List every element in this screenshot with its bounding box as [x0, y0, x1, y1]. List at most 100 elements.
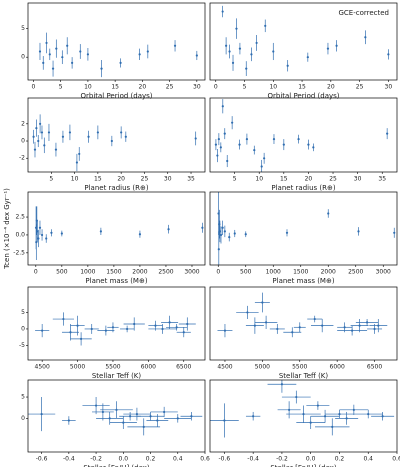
x-tick-label: 20	[327, 84, 335, 91]
point	[276, 327, 279, 331]
x-tick-label: 35	[378, 176, 386, 183]
point	[122, 421, 125, 424]
point	[182, 331, 185, 334]
x-tick-label: -0.2	[276, 456, 288, 463]
x-tick-label: 10	[269, 84, 277, 91]
point	[309, 421, 312, 424]
y-tick-label: -5	[19, 342, 25, 349]
x-tick-label: 30	[193, 84, 201, 91]
point	[223, 419, 226, 422]
point	[94, 404, 98, 407]
x-tick-label: 20	[117, 176, 125, 183]
point	[297, 138, 300, 141]
y-tick-label: 5	[21, 25, 25, 32]
y-tick-label: 0	[21, 54, 25, 61]
x-tick-label: 5000	[255, 364, 270, 371]
point	[351, 329, 354, 332]
y-tick-label: 0	[21, 325, 25, 332]
point	[298, 326, 301, 329]
point	[223, 230, 226, 233]
x-tick-label: 10	[71, 176, 79, 183]
point	[168, 321, 171, 324]
y-tick-label: 2.5	[15, 214, 25, 221]
point	[37, 237, 40, 240]
x-tick-label: -0.6	[219, 456, 231, 463]
point	[40, 412, 43, 416]
point	[217, 248, 220, 251]
x-tick-label: -0.6	[36, 456, 48, 463]
point	[238, 47, 242, 50]
point	[87, 135, 90, 138]
x-axis-label: Planet radius (R⊕)	[271, 184, 335, 192]
point	[66, 44, 69, 47]
axes-frame	[209, 97, 398, 173]
point	[282, 143, 285, 146]
point	[108, 417, 111, 420]
point	[33, 148, 37, 151]
point	[253, 324, 256, 327]
point	[60, 232, 63, 235]
x-tick-label: 25	[329, 176, 337, 183]
point	[126, 327, 129, 331]
point	[272, 138, 276, 141]
point	[135, 412, 139, 416]
x-tick-label: 15	[111, 84, 119, 91]
x-tick-label: 6500	[367, 364, 382, 371]
point	[86, 53, 90, 56]
x-tick-label: 3000	[184, 269, 199, 276]
x-tick-label: 35	[187, 176, 195, 183]
x-axis-label: Orbital Period (days)	[80, 92, 152, 100]
y-tick-label: 0	[21, 138, 25, 145]
point	[115, 408, 118, 411]
x-tick-label: 2000	[321, 269, 336, 276]
point	[216, 154, 219, 157]
point	[263, 157, 266, 160]
x-tick-label: 2500	[158, 269, 173, 276]
x-tick-label: 25	[356, 84, 364, 91]
y-tick-label: 0.0	[15, 231, 25, 238]
point	[295, 395, 298, 399]
axes-frame	[209, 286, 398, 361]
point	[326, 47, 330, 50]
point	[288, 408, 291, 411]
point	[331, 425, 334, 428]
point	[138, 233, 142, 236]
x-tick-label: 0.0	[306, 456, 316, 463]
point	[228, 235, 231, 239]
point	[146, 50, 149, 53]
point	[316, 404, 319, 407]
x-tick-label: 30	[385, 84, 393, 91]
x-tick-label: 1000	[266, 269, 281, 276]
point	[55, 47, 58, 50]
x-tick-label: 6000	[330, 364, 345, 371]
x-tick-label: 0.0	[119, 456, 129, 463]
point	[223, 329, 227, 332]
point	[217, 138, 220, 141]
point	[173, 44, 177, 47]
axes-frame	[27, 286, 206, 361]
point	[357, 230, 360, 233]
point	[352, 408, 355, 411]
x-tick-label: 0	[216, 269, 220, 276]
point	[156, 419, 159, 422]
y-tick-label: -2	[19, 155, 25, 162]
point	[223, 132, 226, 135]
x-axis-label: Stellar [Fe/H] (dex)	[270, 464, 337, 467]
point	[50, 231, 53, 234]
point	[43, 144, 46, 147]
point	[96, 131, 99, 134]
x-tick-label: 0	[32, 84, 36, 91]
point	[161, 327, 164, 331]
x-axis-label: Stellar Teff (K)	[92, 372, 142, 380]
point	[231, 61, 235, 64]
point	[221, 105, 224, 108]
x-axis-label: Planet mass (M⊕)	[272, 277, 334, 285]
x-tick-label: 5000	[70, 364, 85, 371]
point	[40, 131, 44, 134]
point	[291, 331, 294, 334]
point	[42, 61, 45, 64]
point	[231, 121, 234, 124]
point	[327, 212, 330, 215]
point	[228, 50, 231, 53]
